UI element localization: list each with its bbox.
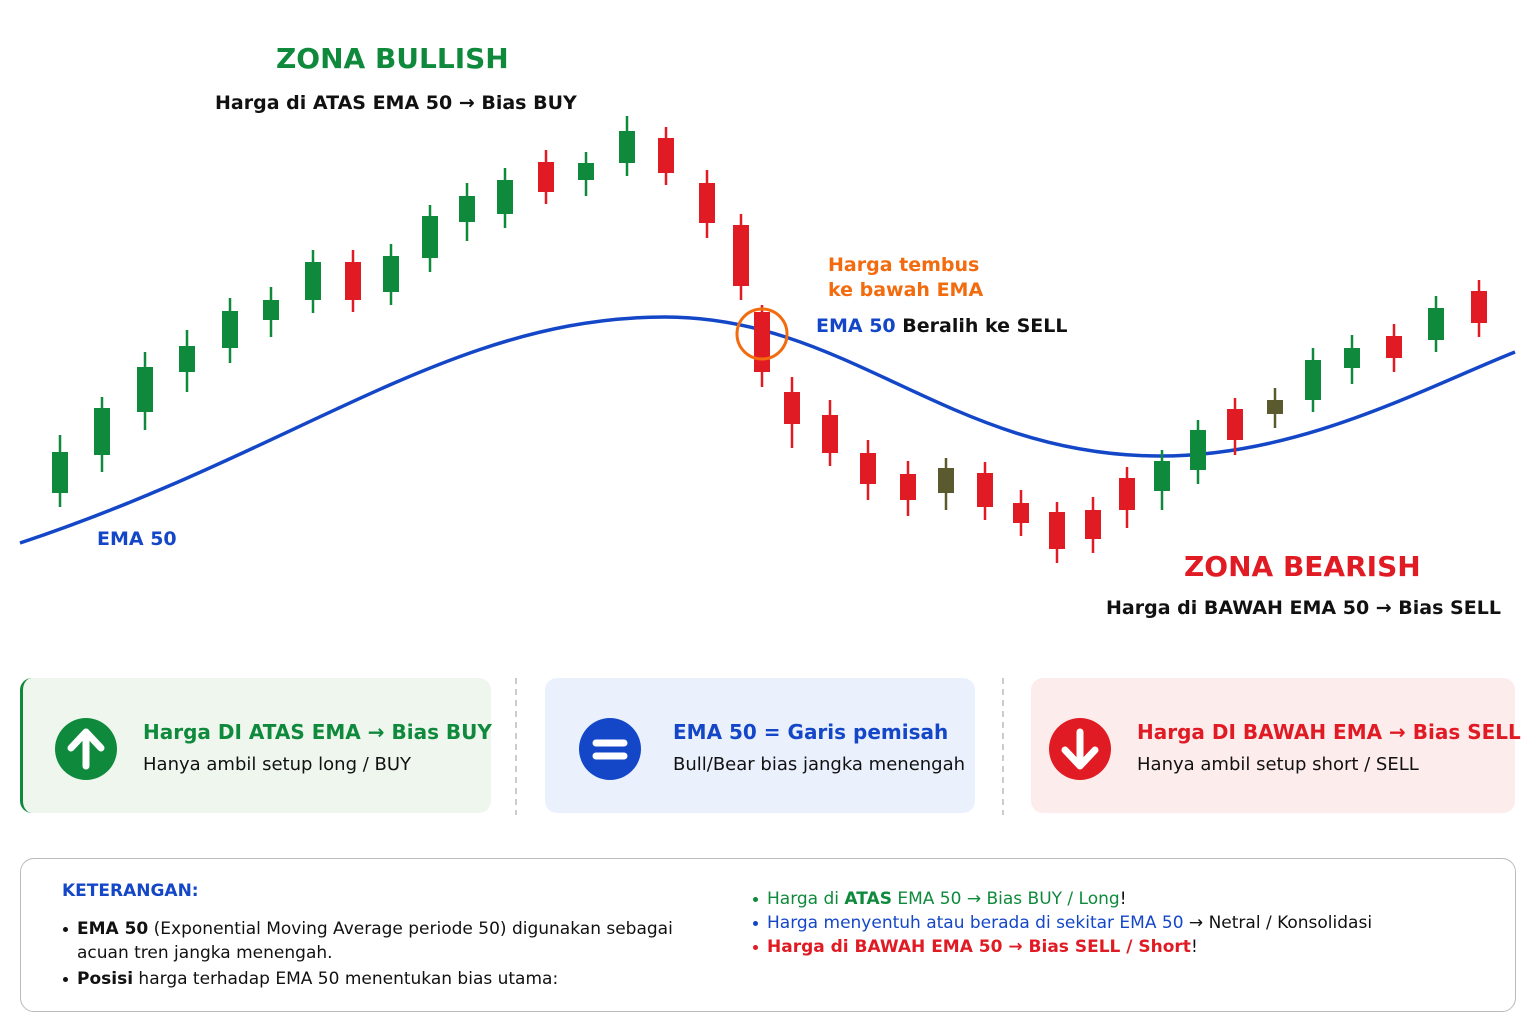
legend-text: Posisi	[77, 969, 134, 989]
candle-body	[1471, 291, 1487, 323]
legend-left: EMA 50 (Exponential Moving Average perio…	[61, 917, 701, 993]
candle-body	[699, 183, 715, 223]
legend-item: Harga di ATAS EMA 50 → Bias BUY / Long!	[751, 887, 1491, 911]
candle-body	[1119, 478, 1135, 510]
card-text: Bull/Bear bias jangka menengah	[673, 754, 966, 775]
candle-body	[1428, 308, 1444, 340]
bullish-title: ZONA BULLISH	[276, 42, 509, 75]
candle-body	[1085, 510, 1101, 539]
legend-text: !	[1190, 937, 1198, 957]
legend-text: ATAS	[844, 889, 892, 909]
callout-line: ke bawah EMA	[828, 279, 984, 301]
candle-body	[822, 415, 838, 453]
legend-item: Harga di BAWAH EMA 50 → Bias SELL / Shor…	[751, 935, 1491, 959]
legend-text: !	[1119, 889, 1127, 909]
card-title: Harga DI ATAS EMA → Bias BUY	[143, 720, 492, 744]
candle-body	[497, 180, 513, 214]
candle-body	[1190, 430, 1206, 470]
candle-body	[733, 225, 749, 286]
candle-body	[860, 453, 876, 484]
card-text: Hanya ambil setup short / SELL	[1137, 754, 1419, 775]
legend-heading: KETERANGAN:	[62, 881, 199, 901]
legend-item: EMA 50 (Exponential Moving Average perio…	[61, 917, 701, 965]
card-buy: Harga DI ATAS EMA → Bias BUY Hanya ambil…	[20, 678, 492, 813]
candle-body	[222, 311, 238, 348]
candle-body	[179, 346, 195, 372]
bullet	[753, 921, 758, 926]
candle-body	[784, 392, 800, 424]
candle-body	[1344, 348, 1360, 368]
cross-marker	[735, 307, 789, 361]
card-title: Harga DI BAWAH EMA → Bias SELL	[1137, 720, 1521, 744]
candle-body	[305, 262, 321, 300]
legend-text: Harga di	[767, 889, 845, 909]
legend-text: Harga di BAWAH EMA 50 → Bias SELL / Shor…	[767, 937, 1191, 957]
candle-body	[1154, 461, 1170, 491]
candle-body	[1386, 336, 1402, 358]
ema-label: EMA 50	[97, 528, 177, 550]
candle-body	[1267, 400, 1283, 414]
candle-body	[977, 473, 993, 507]
bullet	[753, 897, 758, 902]
candle-body	[137, 367, 153, 412]
candle-body	[900, 474, 916, 500]
switch-ema: EMA 50	[816, 315, 896, 337]
callout-line: Harga tembus	[828, 254, 980, 276]
switch-text: Beralih ke SELL	[895, 315, 1068, 337]
legend: KETERANGAN: EMA 50 (Exponential Moving A…	[20, 858, 1516, 1012]
bullet	[63, 977, 68, 982]
bullet	[63, 927, 68, 932]
candle-body	[754, 312, 770, 372]
bullish-subtitle: Harga di ATAS EMA 50 → Bias BUY	[215, 92, 577, 114]
candle-body	[619, 131, 635, 163]
bearish-subtitle: Harga di BAWAH EMA 50 → Bias SELL	[1106, 597, 1501, 619]
bullet	[753, 945, 758, 950]
legend-right: Harga di ATAS EMA 50 → Bias BUY / Long! H…	[751, 887, 1491, 959]
legend-text: Harga menyentuh atau berada di sekitar E…	[767, 913, 1184, 933]
legend-text: (Exponential Moving Average periode 50) …	[77, 919, 673, 963]
legend-text: EMA 50 → Bias BUY / Long	[891, 889, 1120, 909]
ema-line	[19, 315, 1516, 545]
legend-item: Harga menyentuh atau berada di sekitar E…	[751, 911, 1491, 935]
legend-text: → Netral / Konsolidasi	[1183, 913, 1373, 933]
candle-body	[345, 262, 361, 300]
icon-up	[55, 718, 117, 780]
candle-body	[52, 452, 68, 493]
card-ema: EMA 50 = Garis pemisah Bull/Bear bias ja…	[545, 678, 975, 813]
candle-body	[383, 256, 399, 292]
card-title: EMA 50 = Garis pemisah	[673, 720, 949, 744]
bearish-title: ZONA BEARISH	[1184, 550, 1421, 583]
candle-body	[263, 300, 279, 320]
card-text: Hanya ambil setup long / BUY	[143, 754, 412, 775]
candle-body	[538, 162, 554, 192]
icon-down	[1049, 718, 1111, 780]
candle-body	[459, 196, 475, 222]
candle-body	[1227, 409, 1243, 440]
candle-body	[94, 408, 110, 455]
candle-body	[1305, 360, 1321, 400]
candle-body	[1013, 503, 1029, 523]
switch-label: EMA 50 Beralih ke SELL	[816, 315, 1068, 337]
callout: Harga tembus ke bawah EMA	[828, 253, 983, 303]
candle-body	[658, 138, 674, 173]
card-sell: Harga DI BAWAH EMA → Bias SELL Hanya amb…	[1031, 678, 1521, 813]
candles	[52, 116, 1487, 563]
candle-body	[938, 468, 954, 493]
candle-body	[578, 163, 594, 180]
legend-text: EMA 50	[77, 919, 149, 939]
icon-equal	[579, 718, 641, 780]
legend-text: harga terhadap EMA 50 menentukan bias ut…	[133, 969, 559, 989]
legend-item: Posisi harga terhadap EMA 50 menentukan …	[61, 967, 701, 991]
candle-body	[1049, 512, 1065, 549]
candle-body	[422, 216, 438, 258]
